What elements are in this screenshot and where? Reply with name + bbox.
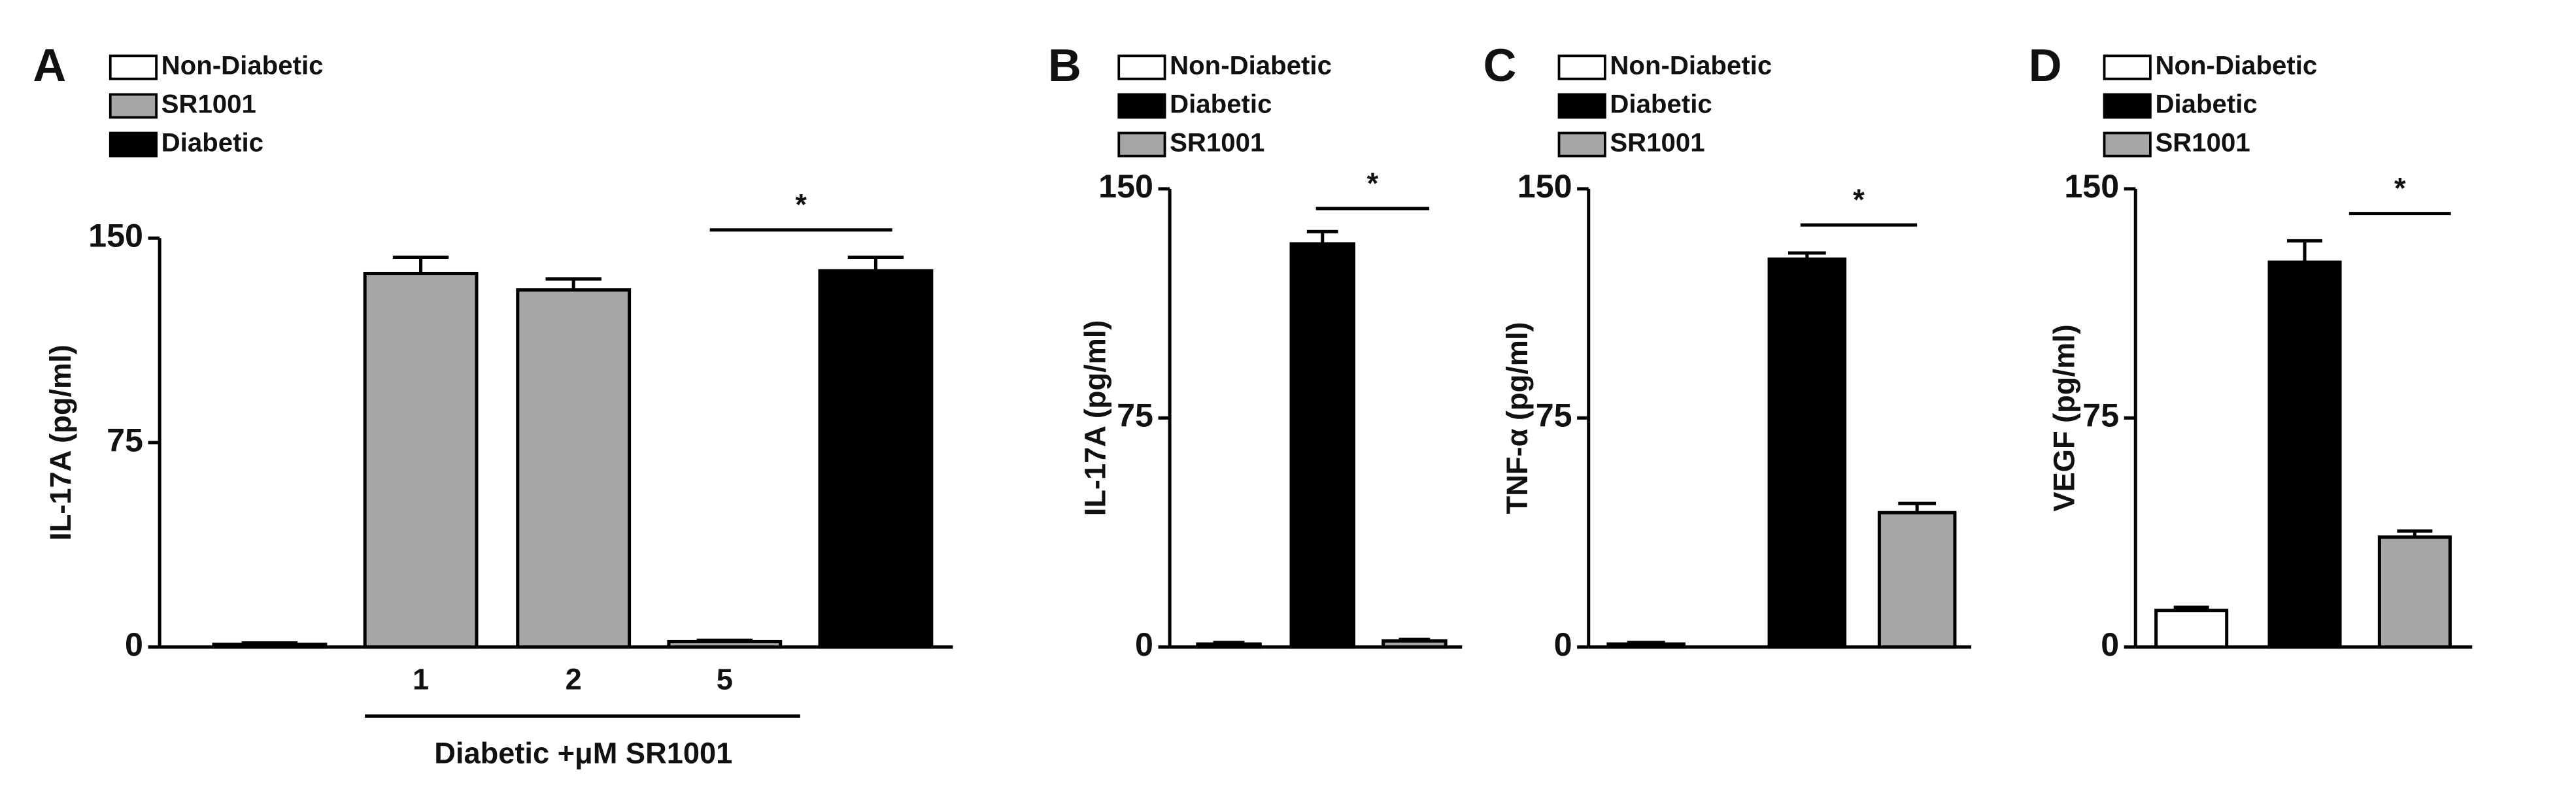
y-tick-label: 0 (1554, 626, 1572, 663)
bar (2154, 609, 2229, 649)
error-bar (2173, 605, 2209, 611)
legend-swatch (1557, 131, 1606, 158)
legend-label: SR1001 (161, 90, 256, 119)
legend-label: Non-Diabetic (161, 51, 324, 80)
error-bar (1213, 641, 1245, 645)
panel-letter: A (33, 39, 66, 91)
legend-label: SR1001 (1610, 128, 1704, 158)
error-bar (847, 255, 904, 271)
y-tick-label: 75 (2082, 397, 2119, 434)
y-tick-label: 0 (1135, 626, 1153, 663)
panel-letter: B (1048, 39, 1081, 91)
bar (1606, 642, 1686, 649)
group-label: Diabetic +μM SR1001 (434, 737, 732, 770)
error-bar (392, 255, 449, 274)
legend-swatch (109, 54, 158, 80)
bar (2377, 535, 2452, 649)
panel-letter: C (1483, 39, 1517, 91)
legend-label: Diabetic (1170, 90, 1272, 119)
bar (1767, 257, 1847, 649)
bar (363, 271, 479, 649)
bar (1196, 642, 1262, 649)
legend-swatch (109, 93, 158, 119)
error-bar (1627, 641, 1665, 645)
bar (2267, 260, 2342, 649)
x-tick-label: 5 (717, 662, 733, 696)
x-tick-label: 1 (413, 662, 429, 696)
error-bar (1788, 251, 1826, 260)
y-tick-label: 75 (1536, 397, 1572, 434)
bar (818, 269, 934, 649)
bar (516, 288, 632, 649)
legend-label: SR1001 (2155, 128, 2250, 158)
y-axis-label: IL-17A (pg/ml) (44, 345, 77, 541)
y-tick-label: 150 (1517, 168, 1572, 205)
legend-label: Diabetic (1610, 90, 1712, 119)
y-tick-label: 150 (2064, 168, 2119, 205)
bar (212, 643, 328, 649)
y-tick-label: 150 (88, 218, 143, 254)
error-bar (241, 641, 298, 645)
y-axis-label: VEGF (pg/ml) (2048, 324, 2081, 511)
legend-label: Non-Diabetic (2155, 51, 2317, 80)
y-tick-label: 75 (107, 422, 143, 458)
legend-swatch (2103, 93, 2152, 119)
y-axis-label: TNF-α (pg/ml) (1500, 322, 1534, 514)
bar (1877, 511, 1957, 649)
legend-swatch (2103, 131, 2152, 158)
bar (1289, 242, 1355, 649)
bar (667, 639, 783, 649)
legend-label: Non-Diabetic (1610, 51, 1772, 80)
significance-mark: * (795, 188, 807, 221)
y-tick-label: 75 (1117, 397, 1153, 434)
legend-label: Diabetic (2155, 90, 2257, 119)
significance-mark: * (1367, 167, 1379, 200)
legend-label: SR1001 (1170, 128, 1264, 158)
legend-swatch (2103, 54, 2152, 80)
y-tick-label: 0 (2101, 626, 2119, 663)
legend-swatch (1557, 54, 1606, 80)
error-bar (1398, 637, 1431, 641)
error-bar (696, 638, 753, 642)
legend-swatch (1117, 93, 1166, 119)
y-tick-label: 0 (125, 626, 143, 663)
error-bar (1898, 501, 1937, 513)
y-axis-label: IL-17A (pg/ml) (1079, 320, 1112, 516)
error-bar (545, 277, 602, 290)
significance-mark: * (2394, 171, 2406, 205)
legend-label: Diabetic (161, 128, 263, 158)
legend-label: Non-Diabetic (1170, 51, 1332, 80)
legend-swatch (1117, 131, 1166, 158)
significance-mark: * (1853, 183, 1865, 216)
legend-swatch (1557, 93, 1606, 119)
panel-letter: D (2029, 39, 2062, 91)
error-bar (1306, 229, 1338, 244)
error-bar (2287, 239, 2323, 263)
legend-swatch (1117, 54, 1166, 80)
x-tick-label: 2 (566, 662, 582, 696)
error-bar (2397, 529, 2433, 537)
y-tick-label: 150 (1098, 168, 1153, 205)
bar (1381, 639, 1448, 649)
legend-swatch (109, 131, 158, 158)
